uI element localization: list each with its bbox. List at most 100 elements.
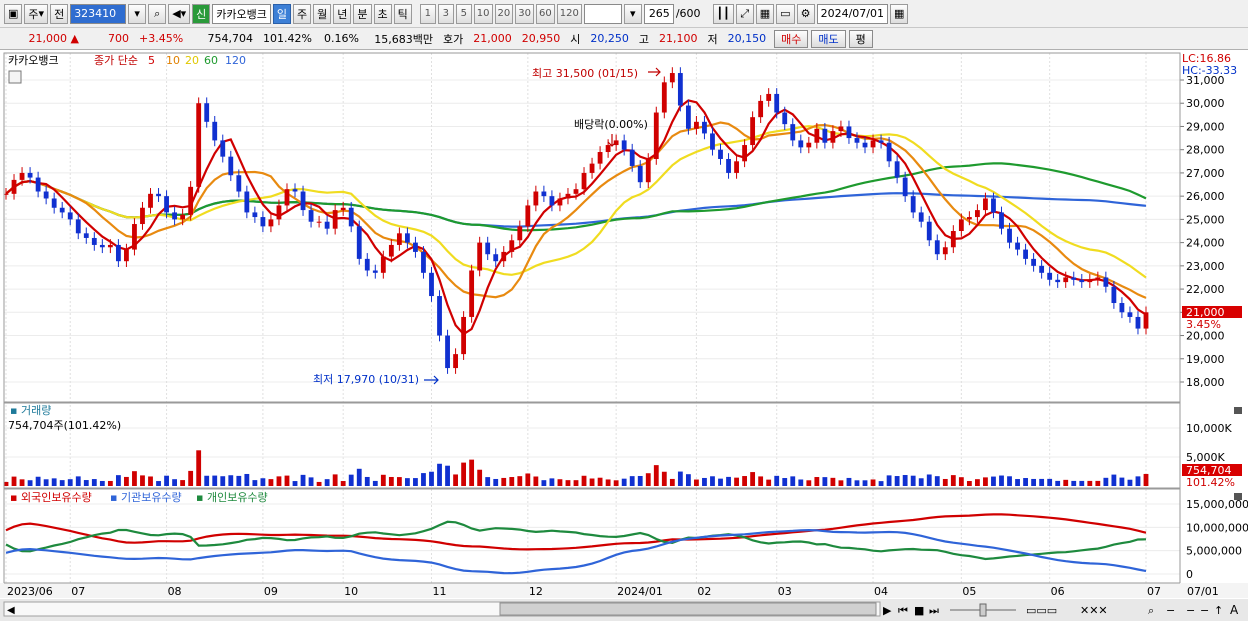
period-year[interactable]: 년 [333,3,352,24]
zoom-slider[interactable] [979,603,987,617]
interval-10[interactable]: 10 [473,3,493,24]
foreign-holding-line [5,513,1147,551]
volume-bar [429,471,434,486]
table-icon[interactable]: ▦ [755,3,775,24]
zoom-reset-icon[interactable]: − [1186,604,1195,617]
volume-bar [597,477,603,486]
interval-3[interactable]: 3 [437,3,454,24]
interval-20[interactable]: 20 [494,3,514,24]
candle-body [581,172,587,190]
volume-close-icon[interactable] [1234,407,1242,414]
interval-60[interactable]: 60 [535,3,555,24]
volume-bar [798,479,804,486]
candle-body [188,186,194,215]
text-tool-icon[interactable]: A [1230,603,1239,617]
candle-body [533,191,539,206]
candle-body [814,128,820,143]
volume-bar [156,481,161,486]
candle-body [846,126,852,139]
code-dropdown-icon[interactable]: ▾ [128,3,147,24]
volume-bar [613,480,619,486]
interval-dropdown-icon[interactable]: ▾ [623,3,642,24]
scroll-thumb[interactable] [499,602,877,616]
interval-5[interactable]: 5 [455,3,472,24]
volume-bar [340,481,346,486]
prev-button[interactable]: 전 [50,3,69,24]
zoom-in-icon[interactable]: − [1200,604,1209,617]
volume-bar [677,471,683,486]
sell-button[interactable]: 매도 [811,29,846,48]
interval-120[interactable]: 120 [556,3,582,24]
candle-body [1079,279,1085,283]
market-select[interactable]: 주 ▾ [24,3,49,24]
candle-body [790,124,796,141]
candle-body [557,198,563,206]
interval-custom-input[interactable] [583,3,622,24]
price-change: 700 [108,32,129,45]
volume-bar [1087,480,1093,486]
candle-body [43,191,49,199]
candle-body [1015,242,1020,250]
interval-30[interactable]: 30 [515,3,534,24]
count-input[interactable]: 265 [643,3,674,24]
legend-ma60: 60 [204,54,218,67]
candle-body [469,270,475,317]
individual-holding-line [5,520,1147,561]
code-input[interactable]: 323410 [70,3,127,24]
volume-bar [694,479,699,486]
candle-body [669,73,675,83]
scroll-left-icon[interactable]: ◀ [7,605,15,616]
stop-icon[interactable]: ■ [914,604,924,617]
ytick-label: 10,000,000 [1186,521,1248,534]
date-input[interactable]: 2024/07/01 [816,3,888,24]
period-week[interactable]: 주 [293,3,312,24]
layout-icon[interactable]: ▭▭▭ [1026,604,1057,617]
volume-bar [1047,478,1053,486]
gear-icon[interactable]: ⚙ [796,3,815,24]
arrow-up-icon[interactable]: ↑ [1214,604,1223,617]
scroll-right-icon[interactable]: ▶ [883,604,892,617]
volume-bar [862,480,868,486]
volume-bar [396,477,402,486]
period-day[interactable]: 일 [272,3,292,24]
lower-close-icon[interactable] [1234,493,1242,500]
candle-body [710,133,715,150]
candle-body [975,210,980,218]
chart-type-icon[interactable]: ▣ [4,3,23,24]
zoom-icon[interactable]: ⌕ [1148,604,1154,617]
last-volume-label: 754,704 [1186,464,1232,477]
table-view-icon[interactable] [8,70,22,84]
period-tick[interactable]: 틱 [393,3,412,24]
calendar-icon[interactable]: ▦ [889,3,909,24]
candle-body [983,198,988,211]
search-icon[interactable]: ⌕ [148,3,167,24]
period-minute[interactable]: 분 [353,3,372,24]
buy-button[interactable]: 매수 [774,29,809,48]
volume-bar [1031,478,1037,486]
candle-body [525,205,531,227]
crosshair-icon[interactable]: ✕✕✕ [1080,604,1108,617]
candle-icon[interactable]: ┃┃ [712,3,734,24]
candle-body [429,272,434,297]
trade-amount: 15,683백만 [374,32,433,46]
interval-1[interactable]: 1 [419,3,436,24]
forward-icon[interactable]: ⏭ [929,604,939,617]
xtick-label: 09 [264,585,278,598]
candle-body [734,161,739,173]
candle-body [958,219,964,231]
eval-button[interactable]: 평 [848,29,873,48]
speaker-icon[interactable]: ◀▾ [168,3,191,24]
save-icon[interactable]: ▭ [776,3,795,24]
xtick-label: 08 [168,585,182,598]
period-second[interactable]: 초 [373,3,392,24]
period-month[interactable]: 월 [313,3,332,24]
stock-chart[interactable]: 18,000 19,000 20,000 21,000 22,000 23,000 24,0… [0,50,1248,621]
legend-ma5: 5 [148,54,155,67]
open-price: 20,250 [590,32,629,45]
line-tool-icon[interactable]: ⤢ [735,3,754,24]
zoom-out-icon[interactable]: − [1166,604,1175,617]
volume-bar [180,480,186,486]
rewind-icon[interactable]: ⏮ [898,604,908,617]
volume-bar [107,480,113,486]
candle-body [1031,258,1037,266]
